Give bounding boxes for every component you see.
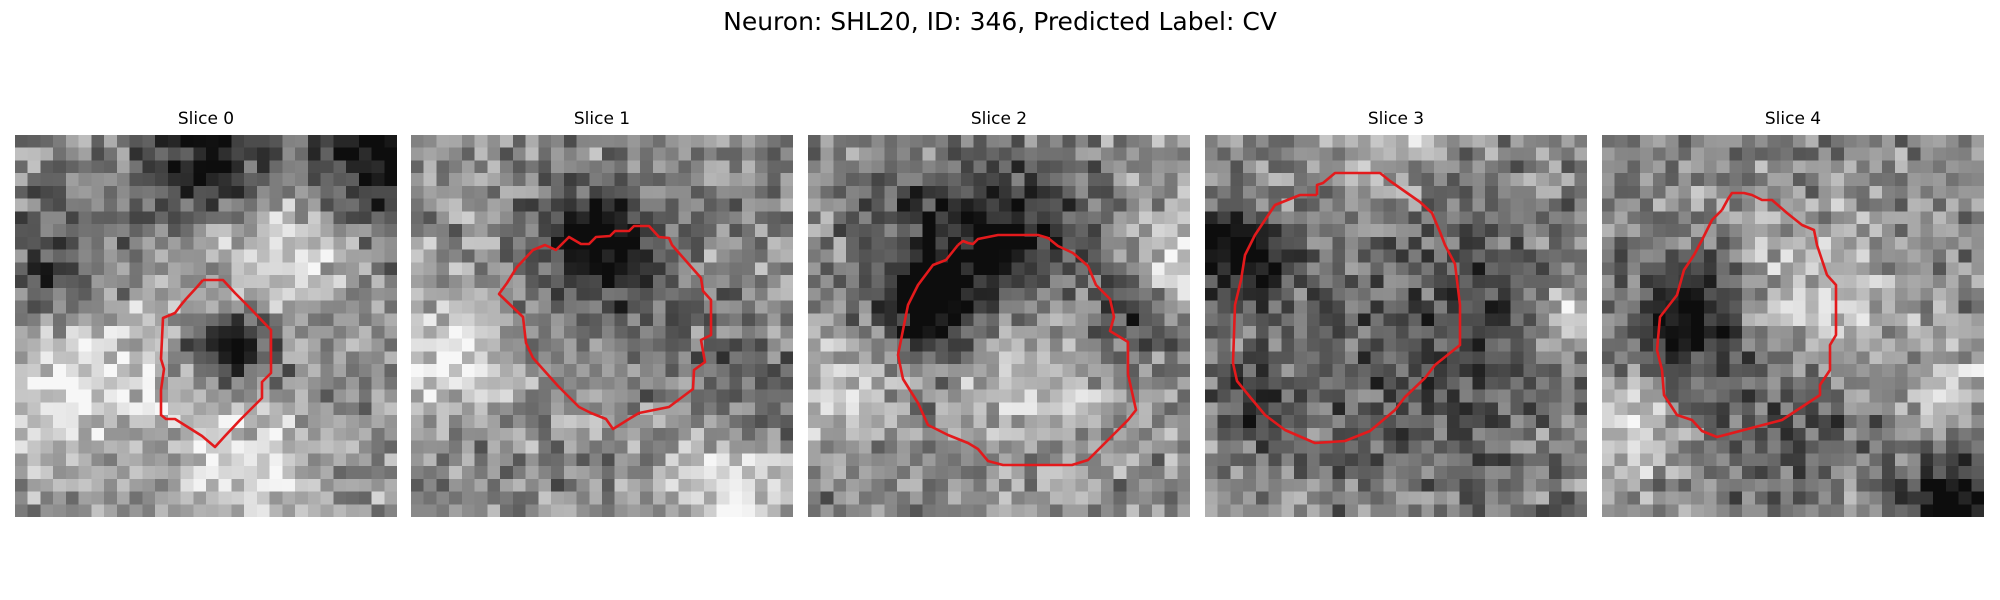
slice-title: Slice 4 [1764,109,1822,129]
contour-overlay [1655,191,1838,439]
cell-contour [896,233,1138,467]
slice-title: Slice 3 [1367,109,1425,129]
grayscale-image [411,135,793,517]
grayscale-image [15,135,397,517]
slice-image [1602,135,1984,517]
slice-panel-0: Slice 0 [15,108,397,517]
contour-overlay [497,224,713,431]
slice-title: Slice 1 [573,109,631,129]
cell-contour [1231,171,1462,445]
slice-title: Slice 2 [970,109,1028,129]
slice-panel-3: Slice 3 [1205,108,1587,517]
figure-title: Neuron: SHL20, ID: 346, Predicted Label:… [723,7,1277,36]
slice-panel-1: Slice 1 [411,108,793,517]
slice-image [15,135,397,517]
slice-image [1205,135,1587,517]
slice-image [808,135,1190,517]
slice-title: Slice 0 [177,109,235,129]
cell-contour [159,278,273,449]
contour-overlay [896,233,1138,467]
cell-contour [497,224,713,431]
contour-overlay [159,278,273,449]
slice-panel-2: Slice 2 [808,108,1190,517]
grayscale-image [1602,135,1984,517]
grayscale-image [1205,135,1587,517]
contour-overlay [1231,171,1462,445]
cell-contour [1655,191,1838,439]
grayscale-image [808,135,1190,517]
slice-panel-4: Slice 4 [1602,108,1984,517]
slice-image [411,135,793,517]
